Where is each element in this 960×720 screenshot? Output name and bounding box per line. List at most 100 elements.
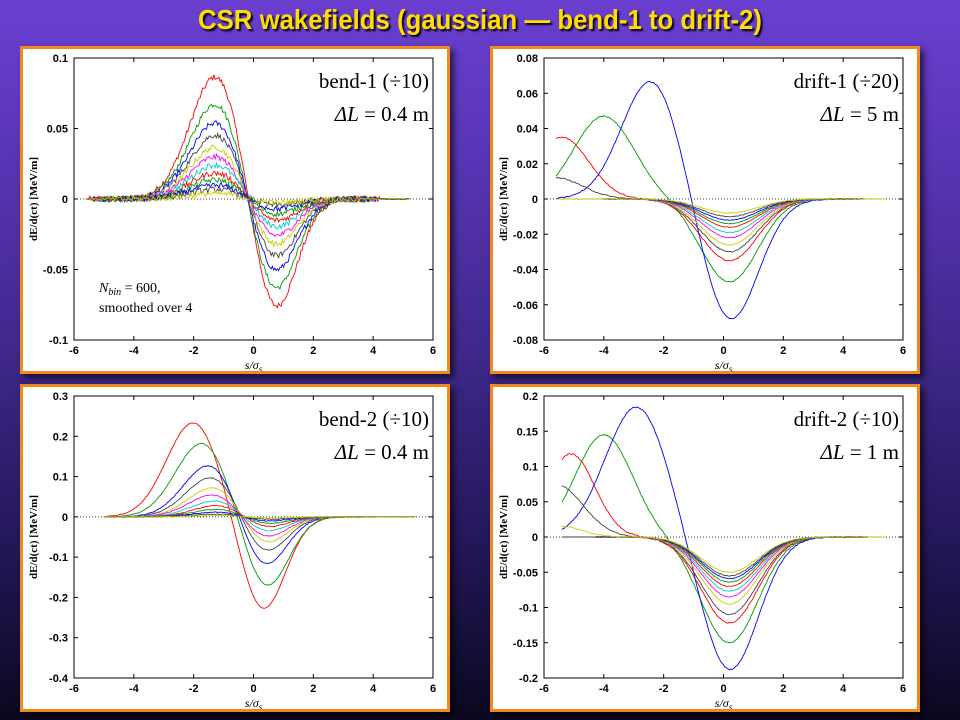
series-line <box>555 198 886 239</box>
series-line <box>561 536 886 587</box>
series-line <box>561 536 886 605</box>
x-tick-label: -4 <box>599 345 610 357</box>
x-tick-label: 6 <box>430 683 436 695</box>
y-tick-label: 0 <box>62 194 68 206</box>
panel-label-line1: bend-2 (÷10) <box>319 407 429 431</box>
x-tick-label: -6 <box>539 683 549 695</box>
y-tick-label: 0.3 <box>53 391 68 403</box>
x-tick-label: 6 <box>900 345 906 357</box>
panel-bend-1: -6 -4 -2 0 2 4 6 -0.1 -0.05 0 0.05 0.1 s/σs dE/d(ct) … <box>20 46 450 374</box>
y-tick-label: 0.15 <box>517 426 538 438</box>
y-tick-label: 0 <box>532 532 538 544</box>
y-tick-label: -0.4 <box>49 673 69 685</box>
series-line <box>555 176 886 253</box>
series-line <box>103 477 416 551</box>
x-tick-label: 0 <box>720 683 726 695</box>
x-axis-label: s/σs <box>715 358 733 371</box>
y-tick-label: 0.08 <box>517 53 538 65</box>
y-tick-label: 0.1 <box>53 53 68 65</box>
y-tick-label: -0.02 <box>513 229 538 241</box>
x-tick-label: 2 <box>310 345 316 357</box>
x-axis-label: s/σs <box>245 696 263 709</box>
x-axis-label-sub: s <box>259 364 263 371</box>
y-tick-label: -0.2 <box>49 592 68 604</box>
x-axis-label-sub: s <box>259 702 263 709</box>
series-line <box>555 198 886 214</box>
y-tick-label: 0.1 <box>523 462 538 474</box>
y-tick-label: -0.1 <box>49 335 68 347</box>
y-tick-label: -0.15 <box>513 638 538 650</box>
y-tick-label: -0.2 <box>519 673 538 685</box>
series-group <box>103 422 416 609</box>
y-tick-label: 0.04 <box>517 124 539 136</box>
y-tick-label: 0.2 <box>53 431 68 443</box>
y-tick-label: 0.02 <box>517 159 538 171</box>
y-axis-label: dE/d(ct) [MeV/m] <box>28 495 40 579</box>
plot-frame <box>73 395 434 679</box>
panel-bend-2: -6 -4 -2 0 2 4 6 -0.4 -0.3 -0.2 -0.1 0 0.1 0.2 0.3 s/σs… <box>20 384 450 712</box>
y-tick-label: -0.06 <box>513 300 538 312</box>
x-axis-label: s/σs <box>245 358 263 371</box>
panel-drift-2: -6 -4 -2 0 2 4 6 -0.2 -0.15 -0.1 -0.05 0 0.05 0.1 0.15… <box>490 384 920 712</box>
series-line <box>561 536 886 577</box>
chart-svg: -6 -4 -2 0 2 4 6 -0.1 -0.05 0 0.05 0.1 s/σs dE/d(ct) … <box>28 53 436 371</box>
series-line <box>555 198 886 225</box>
series-line <box>555 198 886 228</box>
series-group <box>85 74 410 309</box>
x-tick-label: 4 <box>840 683 847 695</box>
panel-label-line1: bend-1 (÷10) <box>319 69 429 93</box>
y-axis-label: dE/d(ct) [MeV/m] <box>28 157 40 241</box>
x-tick-label: 0 <box>250 683 256 695</box>
series-line <box>85 189 410 207</box>
y-tick-label: -0.05 <box>513 567 538 579</box>
x-tick-label: 6 <box>430 345 436 357</box>
panel-label-line2: ΔL = 0.4 m <box>334 440 429 464</box>
slide-title: CSR wakefields (gaussian — bend-1 to dri… <box>198 4 762 35</box>
x-tick-label: 4 <box>840 345 847 357</box>
y-tick-label: 0.1 <box>53 472 68 484</box>
annotation-smoothing: smoothed over 4 <box>99 301 192 316</box>
series-line <box>555 198 886 218</box>
x-tick-label: -2 <box>659 345 669 357</box>
y-axis-label: dE/d(ct) [MeV/m] <box>498 495 510 579</box>
x-tick-label: 2 <box>780 345 786 357</box>
series-line <box>103 465 416 565</box>
series-line <box>561 452 886 624</box>
series-group <box>555 80 886 320</box>
y-axis-label: dE/d(ct) [MeV/m] <box>498 157 510 241</box>
panel-label-line2: ΔL = 0.4 m <box>334 102 429 126</box>
y-tick-label: -0.1 <box>49 552 68 564</box>
y-tick-label: 0.05 <box>47 124 68 136</box>
x-tick-label: 2 <box>780 683 786 695</box>
series-line <box>561 536 886 598</box>
x-tick-label: 0 <box>720 345 726 357</box>
chart-svg: -6 -4 -2 0 2 4 6 -0.2 -0.15 -0.1 -0.05 0 0.05 0.1 0.15… <box>498 391 906 709</box>
y-tick-label: 0.2 <box>523 391 538 403</box>
x-tick-label: -4 <box>129 345 140 357</box>
x-tick-label: -6 <box>69 683 79 695</box>
series-line <box>555 198 886 221</box>
x-axis-label-sub: s <box>729 702 733 709</box>
y-tick-label: -0.1 <box>519 603 538 615</box>
series-line <box>561 536 886 580</box>
x-axis-label: s/σs <box>715 696 733 709</box>
series-line <box>85 186 410 209</box>
x-tick-label: 2 <box>310 683 316 695</box>
y-tick-label: 0.05 <box>517 497 538 509</box>
y-tick-label: -0.08 <box>513 335 538 347</box>
chart-svg: -6 -4 -2 0 2 4 6 -0.08 -0.06 -0.04 -0.02 0 0.02 0.04 0… <box>498 53 906 371</box>
x-tick-label: -2 <box>659 683 669 695</box>
series-line <box>103 494 416 537</box>
series-group <box>561 406 886 671</box>
y-tick-label: -0.04 <box>513 265 539 277</box>
annotation-nbin: Nbin = 600, <box>98 281 161 298</box>
x-tick-label: -2 <box>189 683 199 695</box>
x-axis-label-sub: s <box>729 364 733 371</box>
series-line <box>103 514 416 519</box>
y-tick-label: -0.05 <box>43 265 68 277</box>
panel-label-line2: ΔL = 1 m <box>820 440 899 464</box>
chart-svg: -6 -4 -2 0 2 4 6 -0.4 -0.3 -0.2 -0.1 0 0.1 0.2 0.3 s/σs… <box>28 391 436 709</box>
x-tick-label: -4 <box>129 683 140 695</box>
y-tick-label: 0 <box>62 512 68 524</box>
x-tick-label: 4 <box>370 683 377 695</box>
